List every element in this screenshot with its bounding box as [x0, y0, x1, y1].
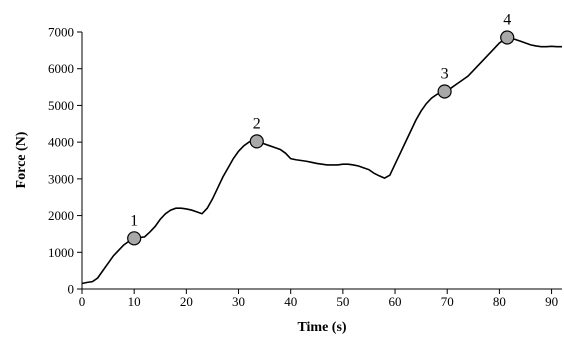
plot-area: 0 10 20 30 40 50 60 70 80 90 0 1000 2000 3000 4000 500… [48, 12, 562, 309]
x-tick-label: 30 [232, 294, 245, 309]
y-tick-label: 6000 [48, 61, 74, 76]
marker-point-3 [437, 84, 452, 99]
y-tick-label: 7000 [48, 25, 74, 40]
x-tick-label: 20 [180, 294, 193, 309]
marker-label-4: 4 [503, 12, 511, 29]
marker-label-2: 2 [253, 115, 261, 132]
x-tick-label: 0 [79, 294, 86, 309]
y-tick-label: 0 [68, 282, 75, 297]
x-tick-label: 40 [284, 294, 297, 309]
x-tick-label: 70 [441, 294, 454, 309]
x-tick-label: 10 [128, 294, 141, 309]
marker-point-2 [249, 134, 264, 149]
force-series-line [81, 37, 562, 285]
y-tick-label: 3000 [48, 171, 74, 186]
y-tick-label: 4000 [48, 135, 74, 150]
marker-point-1 [127, 231, 142, 246]
x-tick-label: 60 [389, 294, 402, 309]
y-tick-label: 1000 [48, 245, 74, 260]
y-tick-label: 2000 [48, 208, 74, 223]
x-tick-label: 90 [545, 294, 558, 309]
y-tick-label: 5000 [48, 98, 74, 113]
x-tick-label: 50 [336, 294, 349, 309]
x-tick-label: 80 [493, 294, 506, 309]
markers: 1 2 3 4 [127, 12, 515, 246]
marker-point-4 [500, 30, 515, 45]
x-axis-ticks: 0 10 20 30 40 50 60 70 80 90 [79, 289, 558, 309]
marker-label-3: 3 [441, 65, 449, 82]
y-axis-ticks: 0 1000 2000 3000 4000 5000 6000 7000 [48, 25, 82, 297]
marker-label-1: 1 [130, 212, 138, 229]
y-axis-title: Force (N) [14, 131, 29, 188]
x-axis-title: Time (s) [297, 320, 346, 335]
